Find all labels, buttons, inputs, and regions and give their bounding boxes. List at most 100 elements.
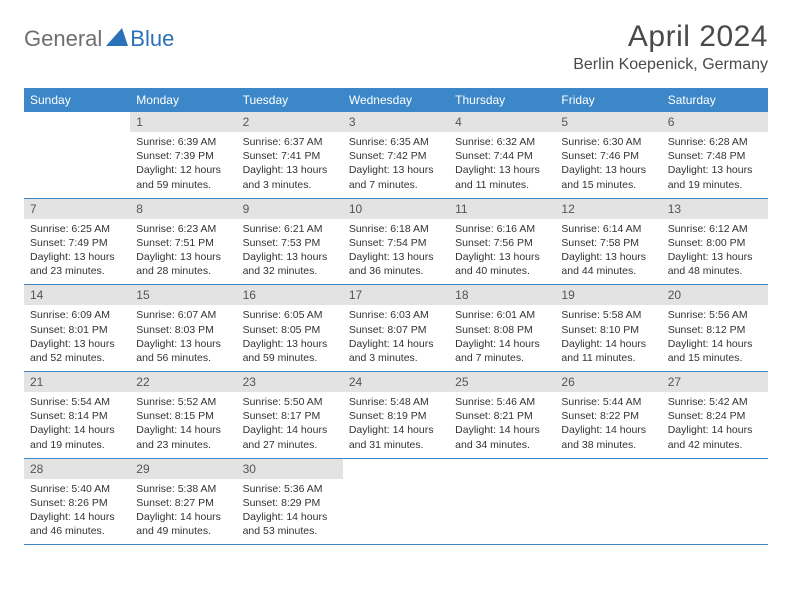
daylight-text: Daylight: 14 hours and 15 minutes. — [668, 337, 762, 365]
daylight-text: Daylight: 14 hours and 27 minutes. — [243, 423, 337, 451]
week-row: 14Sunrise: 6:09 AMSunset: 8:01 PMDayligh… — [24, 285, 768, 372]
day-cell: 17Sunrise: 6:03 AMSunset: 8:07 PMDayligh… — [343, 285, 449, 371]
sunrise-text: Sunrise: 6:14 AM — [561, 222, 655, 236]
sunset-text: Sunset: 8:19 PM — [349, 409, 443, 423]
sunrise-text: Sunrise: 6:01 AM — [455, 308, 549, 322]
daylight-text: Daylight: 14 hours and 34 minutes. — [455, 423, 549, 451]
day-body: Sunrise: 5:50 AMSunset: 8:17 PMDaylight:… — [237, 392, 343, 458]
sunrise-text: Sunrise: 5:50 AM — [243, 395, 337, 409]
daylight-text: Daylight: 14 hours and 38 minutes. — [561, 423, 655, 451]
sunset-text: Sunset: 7:49 PM — [30, 236, 124, 250]
day-body: Sunrise: 6:37 AMSunset: 7:41 PMDaylight:… — [237, 132, 343, 198]
day-cell: 13Sunrise: 6:12 AMSunset: 8:00 PMDayligh… — [662, 199, 768, 285]
week-row: 7Sunrise: 6:25 AMSunset: 7:49 PMDaylight… — [24, 199, 768, 286]
daylight-text: Daylight: 13 hours and 36 minutes. — [349, 250, 443, 278]
day-body: Sunrise: 5:58 AMSunset: 8:10 PMDaylight:… — [555, 305, 661, 371]
weekday-header: Sunday — [24, 88, 130, 112]
day-number: 12 — [555, 199, 661, 219]
day-number: 23 — [237, 372, 343, 392]
daylight-text: Daylight: 13 hours and 52 minutes. — [30, 337, 124, 365]
day-cell: 2Sunrise: 6:37 AMSunset: 7:41 PMDaylight… — [237, 112, 343, 198]
daylight-text: Daylight: 13 hours and 32 minutes. — [243, 250, 337, 278]
sunrise-text: Sunrise: 6:30 AM — [561, 135, 655, 149]
daylight-text: Daylight: 14 hours and 46 minutes. — [30, 510, 124, 538]
sunset-text: Sunset: 8:03 PM — [136, 323, 230, 337]
weeks-container: 1Sunrise: 6:39 AMSunset: 7:39 PMDaylight… — [24, 112, 768, 545]
brand-text-blue: Blue — [130, 26, 174, 52]
sunrise-text: Sunrise: 5:38 AM — [136, 482, 230, 496]
calendar-grid: Sunday Monday Tuesday Wednesday Thursday… — [24, 88, 768, 545]
daylight-text: Daylight: 12 hours and 59 minutes. — [136, 163, 230, 191]
daylight-text: Daylight: 13 hours and 56 minutes. — [136, 337, 230, 365]
daylight-text: Daylight: 13 hours and 11 minutes. — [455, 163, 549, 191]
day-body: Sunrise: 5:48 AMSunset: 8:19 PMDaylight:… — [343, 392, 449, 458]
day-body: Sunrise: 5:46 AMSunset: 8:21 PMDaylight:… — [449, 392, 555, 458]
daylight-text: Daylight: 14 hours and 3 minutes. — [349, 337, 443, 365]
sunset-text: Sunset: 8:14 PM — [30, 409, 124, 423]
day-cell: 16Sunrise: 6:05 AMSunset: 8:05 PMDayligh… — [237, 285, 343, 371]
day-number: 24 — [343, 372, 449, 392]
day-cell: 5Sunrise: 6:30 AMSunset: 7:46 PMDaylight… — [555, 112, 661, 198]
sunset-text: Sunset: 7:51 PM — [136, 236, 230, 250]
sunrise-text: Sunrise: 6:18 AM — [349, 222, 443, 236]
day-number: 1 — [130, 112, 236, 132]
sunrise-text: Sunrise: 5:48 AM — [349, 395, 443, 409]
sunrise-text: Sunrise: 5:44 AM — [561, 395, 655, 409]
sunrise-text: Sunrise: 6:07 AM — [136, 308, 230, 322]
day-number: 29 — [130, 459, 236, 479]
day-number: 22 — [130, 372, 236, 392]
sunrise-text: Sunrise: 5:54 AM — [30, 395, 124, 409]
sunrise-text: Sunrise: 6:16 AM — [455, 222, 549, 236]
day-body: Sunrise: 6:18 AMSunset: 7:54 PMDaylight:… — [343, 219, 449, 285]
sunset-text: Sunset: 8:12 PM — [668, 323, 762, 337]
location-label: Berlin Koepenick, Germany — [573, 56, 768, 74]
daylight-text: Daylight: 13 hours and 59 minutes. — [243, 337, 337, 365]
brand-text-general: General — [24, 26, 102, 52]
month-title: April 2024 — [573, 20, 768, 54]
sunset-text: Sunset: 8:29 PM — [243, 496, 337, 510]
sunrise-text: Sunrise: 6:28 AM — [668, 135, 762, 149]
daylight-text: Daylight: 14 hours and 11 minutes. — [561, 337, 655, 365]
day-cell: 25Sunrise: 5:46 AMSunset: 8:21 PMDayligh… — [449, 372, 555, 458]
sunset-text: Sunset: 8:00 PM — [668, 236, 762, 250]
sunset-text: Sunset: 8:05 PM — [243, 323, 337, 337]
day-body: Sunrise: 6:39 AMSunset: 7:39 PMDaylight:… — [130, 132, 236, 198]
day-number: 27 — [662, 372, 768, 392]
daylight-text: Daylight: 13 hours and 44 minutes. — [561, 250, 655, 278]
day-cell: 12Sunrise: 6:14 AMSunset: 7:58 PMDayligh… — [555, 199, 661, 285]
day-number: 25 — [449, 372, 555, 392]
day-cell: 23Sunrise: 5:50 AMSunset: 8:17 PMDayligh… — [237, 372, 343, 458]
day-cell: 27Sunrise: 5:42 AMSunset: 8:24 PMDayligh… — [662, 372, 768, 458]
day-number: 17 — [343, 285, 449, 305]
day-cell: 21Sunrise: 5:54 AMSunset: 8:14 PMDayligh… — [24, 372, 130, 458]
weekday-header: Friday — [555, 88, 661, 112]
brand-triangle-icon — [106, 28, 128, 51]
weekday-header: Monday — [130, 88, 236, 112]
day-body: Sunrise: 6:25 AMSunset: 7:49 PMDaylight:… — [24, 219, 130, 285]
daylight-text: Daylight: 13 hours and 3 minutes. — [243, 163, 337, 191]
sunset-text: Sunset: 7:41 PM — [243, 149, 337, 163]
sunrise-text: Sunrise: 5:52 AM — [136, 395, 230, 409]
weekday-header: Thursday — [449, 88, 555, 112]
day-body: Sunrise: 6:30 AMSunset: 7:46 PMDaylight:… — [555, 132, 661, 198]
daylight-text: Daylight: 13 hours and 28 minutes. — [136, 250, 230, 278]
day-number: 8 — [130, 199, 236, 219]
sunset-text: Sunset: 7:39 PM — [136, 149, 230, 163]
sunrise-text: Sunrise: 5:40 AM — [30, 482, 124, 496]
daylight-text: Daylight: 14 hours and 23 minutes. — [136, 423, 230, 451]
sunrise-text: Sunrise: 6:09 AM — [30, 308, 124, 322]
daylight-text: Daylight: 13 hours and 15 minutes. — [561, 163, 655, 191]
day-body: Sunrise: 6:03 AMSunset: 8:07 PMDaylight:… — [343, 305, 449, 371]
day-body: Sunrise: 6:35 AMSunset: 7:42 PMDaylight:… — [343, 132, 449, 198]
day-body: Sunrise: 5:42 AMSunset: 8:24 PMDaylight:… — [662, 392, 768, 458]
daylight-text: Daylight: 13 hours and 7 minutes. — [349, 163, 443, 191]
sunrise-text: Sunrise: 5:58 AM — [561, 308, 655, 322]
day-number: 9 — [237, 199, 343, 219]
day-body: Sunrise: 6:05 AMSunset: 8:05 PMDaylight:… — [237, 305, 343, 371]
day-body: Sunrise: 6:32 AMSunset: 7:44 PMDaylight:… — [449, 132, 555, 198]
day-number: 3 — [343, 112, 449, 132]
calendar-page: General Blue April 2024 Berlin Koepenick… — [0, 0, 792, 565]
day-cell — [555, 459, 661, 545]
daylight-text: Daylight: 13 hours and 19 minutes. — [668, 163, 762, 191]
day-cell: 26Sunrise: 5:44 AMSunset: 8:22 PMDayligh… — [555, 372, 661, 458]
